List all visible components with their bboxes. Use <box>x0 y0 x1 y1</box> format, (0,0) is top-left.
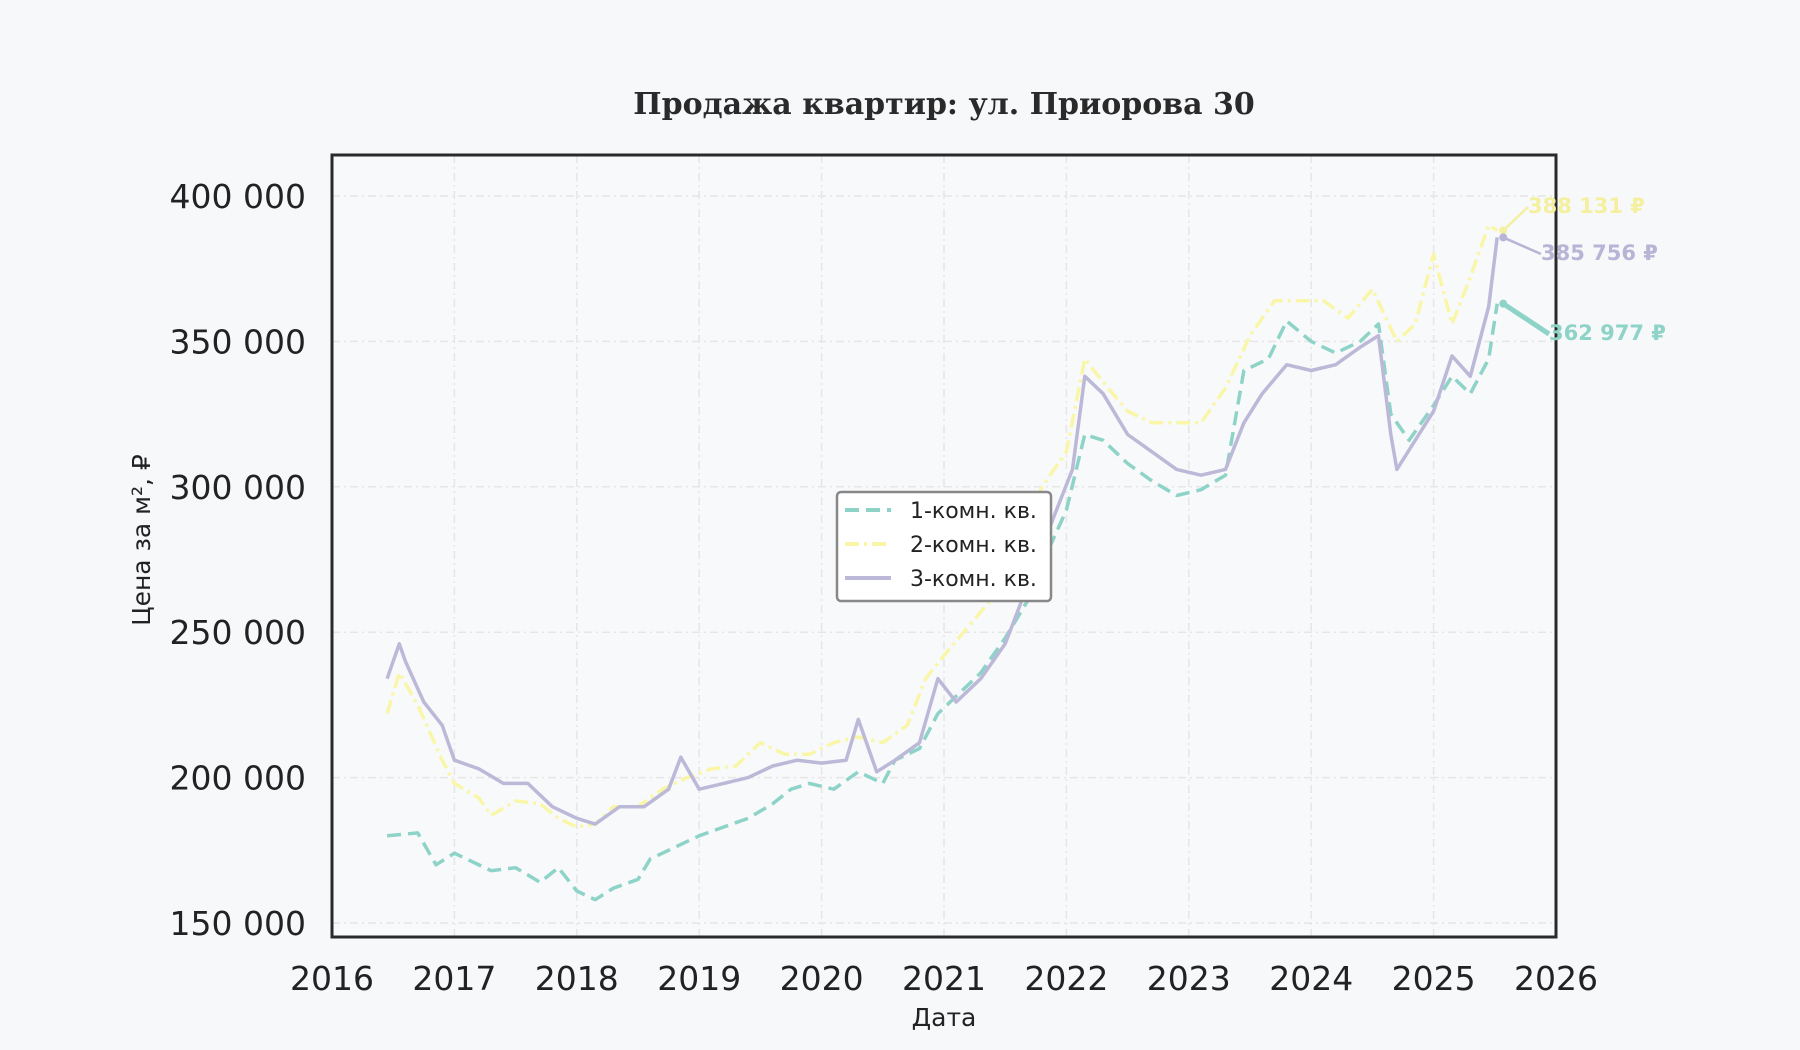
legend-label: 3-комн. кв. <box>910 567 1037 592</box>
x-tick-label: 2020 <box>780 959 864 998</box>
y-tick-label: 200 000 <box>170 759 306 798</box>
axis-ticks: 2016 2017 2018 2019 2020 2021 2022 2023 2024 2025… <box>170 177 1598 998</box>
annotation-arrow <box>1501 301 1551 337</box>
annotation-label: 385 756 ₽ <box>1541 241 1658 265</box>
y-tick-label: 300 000 <box>170 468 306 507</box>
legend-label: 1-комн. кв. <box>910 499 1037 524</box>
x-tick-label: 2018 <box>535 959 619 998</box>
legend-label: 2-комн. кв. <box>910 533 1037 558</box>
y-tick-label: 150 000 <box>170 904 306 943</box>
annotation-label: 362 977 ₽ <box>1549 321 1666 345</box>
annotation-arrow-head <box>1499 233 1508 242</box>
annotation-arrow-head <box>1499 226 1508 235</box>
x-tick-label: 2023 <box>1147 959 1231 998</box>
series-lines <box>385 223 1499 902</box>
series-line <box>385 223 1499 829</box>
y-tick-label: 250 000 <box>170 613 306 652</box>
chart-title: Продажа квартир: ул. Приорова 30 <box>633 87 1254 122</box>
y-axis-label: Цена за м², ₽ <box>127 454 156 626</box>
x-tick-label: 2022 <box>1024 959 1108 998</box>
annotation-arrow-head <box>1499 299 1508 308</box>
plot-frame <box>330 153 1558 939</box>
series-line <box>386 303 1499 902</box>
x-tick-label: 2025 <box>1392 959 1476 998</box>
x-tick-label: 2016 <box>290 959 374 998</box>
x-axis-label: Дата <box>912 1003 977 1032</box>
annotation-arrow <box>1502 206 1529 232</box>
y-tick-label: 350 000 <box>170 322 306 361</box>
x-tick-label: 2026 <box>1514 959 1598 998</box>
series-line <box>385 237 1499 826</box>
y-tick-label: 400 000 <box>170 177 306 216</box>
x-tick-label: 2017 <box>412 959 496 998</box>
annotation-label: 388 131 ₽ <box>1528 194 1645 218</box>
legend-box <box>835 490 1053 603</box>
annotation-arrow <box>1502 236 1542 256</box>
x-tick-label: 2021 <box>902 959 986 998</box>
last-value-annotations: 388 131 ₽ 385 756 ₽ 362 977 ₽ <box>1499 194 1666 345</box>
x-tick-label: 2024 <box>1269 959 1353 998</box>
legend: 1-комн. кв. 2-комн. кв. 3-комн. кв. <box>835 490 1053 603</box>
x-tick-label: 2019 <box>657 959 741 998</box>
